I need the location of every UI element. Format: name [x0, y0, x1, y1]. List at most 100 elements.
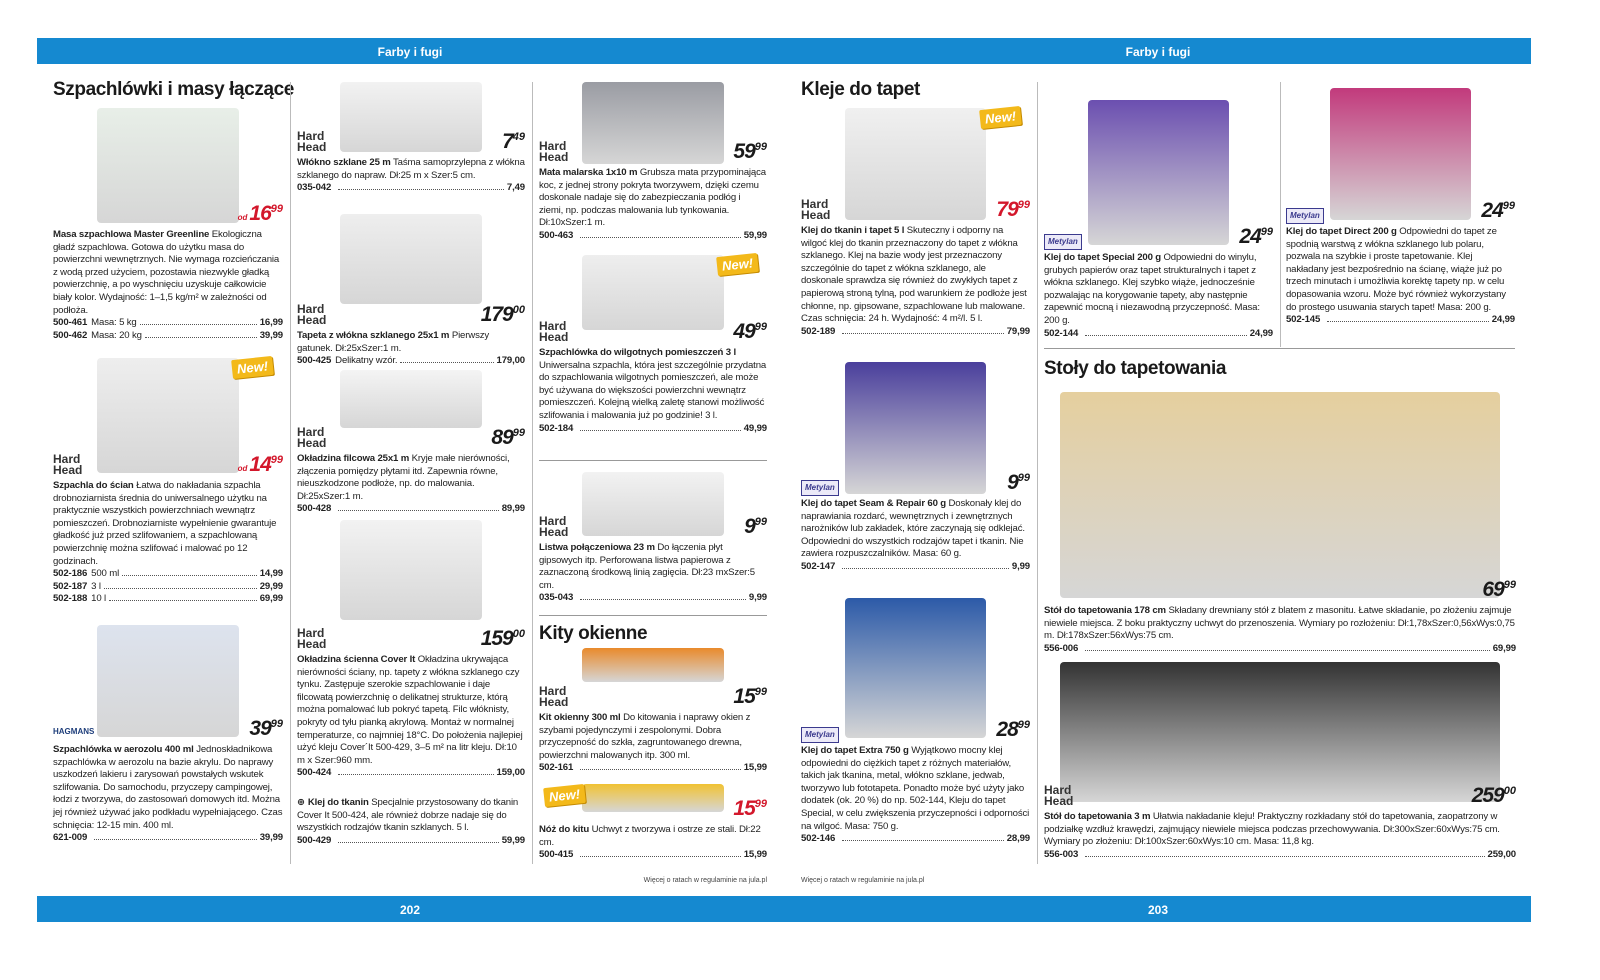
product-image: [1060, 662, 1500, 802]
product-description: Uchwyt z tworzywa i ostrze ze stali. Dł:…: [539, 824, 761, 848]
product-image: [1087, 100, 1230, 245]
brand-logo: Hard Head: [1044, 783, 1074, 808]
price-cents: 99: [1017, 719, 1030, 731]
product-image: [1329, 88, 1472, 220]
sku-code: 500-462: [53, 329, 88, 341]
product-text: Klej do tapet Seam & Repair 60 g Doskona…: [801, 498, 1030, 574]
sku-code: 500-461: [53, 317, 88, 329]
sku-code: 502-189: [801, 325, 836, 337]
leader: [1085, 649, 1490, 651]
product-image: [340, 214, 482, 304]
page-number: 203: [1147, 903, 1169, 917]
sku-price: 39,99: [259, 329, 283, 341]
product-text: Klej do tkanin i tapet 5 l Skuteczny i o…: [801, 225, 1030, 338]
price-cents: 00: [512, 304, 525, 316]
sku-price: 39,99: [259, 832, 283, 844]
brand-logo: HAGMANS: [53, 727, 95, 736]
sku-code: 035-042: [297, 182, 332, 194]
price-cents: 99: [270, 454, 283, 466]
sku-price: 59,99: [501, 834, 525, 846]
price: 2899: [996, 718, 1030, 742]
brand-logo: Hard Head: [53, 452, 83, 477]
product-description: Do łączenia płyt gipsowych itp. Perforow…: [539, 542, 755, 591]
product-description: Składany drewniany stół z blatem z mason…: [1044, 605, 1515, 642]
divider: [290, 82, 291, 864]
leader: [109, 600, 257, 602]
sku-text: 10 l: [91, 593, 107, 605]
leader: [122, 575, 257, 577]
price-cents: 99: [1502, 200, 1515, 212]
product-text: Okładzina ścienna Cover It Okładzina ukr…: [297, 654, 525, 780]
sku-row: 556-003 259,00: [1044, 849, 1516, 862]
sku-price: 179,00: [496, 355, 526, 367]
brand-logo: Hard Head: [539, 319, 569, 344]
sku-row: 502-188 10 l 69,99: [53, 593, 283, 606]
product-description: Uniwersalna szpachla, która jest szczegó…: [539, 359, 767, 421]
product-name: Masa szpachlowa Master Greenline: [53, 229, 210, 240]
sku-price: 9,99: [748, 592, 767, 604]
sku-price: 159,00: [496, 767, 526, 779]
divider: [532, 82, 533, 864]
price-cents: 99: [512, 427, 525, 439]
leader: [94, 839, 257, 841]
sku-price: 9,99: [1011, 560, 1030, 572]
price: 25900: [1472, 784, 1516, 808]
sku-row: 035-042 7,49: [297, 182, 525, 195]
leader: [842, 840, 1004, 842]
product-description: Grubsza mata przypominająca koc, z jedne…: [539, 167, 766, 229]
sku-row: 500-463 59,99: [539, 230, 767, 243]
leader: [580, 769, 741, 771]
price: 7999: [996, 198, 1030, 222]
price-cents: 99: [754, 516, 767, 528]
new-badge: New!: [542, 783, 586, 808]
header-right: Farby i fugi: [1125, 45, 1191, 59]
product-description: Jednoskładnikowa szpachlówka w aerozolu …: [53, 744, 283, 831]
price-main: 79: [996, 198, 1018, 221]
price-main: 179: [480, 303, 514, 326]
sku-row: 500-461 Masa: 5 kg 16,99: [53, 317, 283, 330]
sku-price: 59,99: [743, 229, 767, 241]
sku-row: 502-146 28,99: [801, 833, 1030, 846]
product-name: Nóż do kitu: [539, 824, 590, 835]
price-cents: 00: [512, 628, 525, 640]
product-image: [340, 82, 482, 152]
sku-price: 89,99: [501, 503, 525, 515]
brand-logo: Metylan: [801, 727, 839, 743]
sku-code: 035-043: [539, 592, 574, 604]
leader: [1085, 855, 1485, 857]
product-name: Klej do tapet Seam & Repair 60 g: [801, 498, 947, 509]
product-name: Tapeta z włókna szklanego 25x1 m: [297, 330, 450, 341]
leader: [338, 189, 504, 191]
price: 2499: [1239, 225, 1273, 249]
product-name: Kit okienny 300 ml: [539, 712, 621, 723]
product-text: Masa szpachlowa Master Greenline Ekologi…: [53, 229, 283, 342]
product-description: Ekologiczna gładź szpachlowa. Gotowa do …: [53, 229, 280, 316]
price-cents: 99: [754, 141, 767, 153]
price-main: 7: [502, 130, 514, 153]
product-description: Skuteczny i odporny na wilgoć klej do tk…: [801, 225, 1027, 325]
product-text: Klej do tapet Special 200 g Odpowiedni d…: [1044, 252, 1273, 340]
divider: [1037, 82, 1038, 864]
sku-row: 502-145 24,99: [1286, 314, 1515, 327]
sku-code: 621-009: [53, 832, 88, 844]
sku-price: 14,99: [259, 568, 283, 580]
icon: ⊕: [297, 797, 305, 808]
brand-logo: Hard Head: [539, 139, 569, 164]
product-description: Pierwszy gatunek. Dł:25xSzer:1 m.: [297, 330, 490, 354]
sku-row: 502-184 49,99: [539, 423, 767, 436]
brand-logo: Hard Head: [297, 129, 327, 154]
product-image: [582, 784, 724, 812]
product-name: Mata malarska 1x10 m: [539, 167, 638, 178]
sku-text: 3 l: [91, 580, 101, 592]
sku-price: 69,99: [1492, 642, 1516, 654]
price-main: 14: [249, 453, 271, 476]
section-title: Kleje do tapet: [801, 79, 920, 100]
product-image: [340, 370, 482, 428]
price-cents: 99: [1017, 199, 1030, 211]
price-main: 39: [249, 717, 271, 740]
sku-price: 15,99: [743, 849, 767, 861]
product-name: Szpachlówka do wilgotnych pomieszczeń 3 …: [539, 347, 736, 358]
price: od1499: [238, 453, 283, 477]
product-image: [96, 625, 240, 737]
